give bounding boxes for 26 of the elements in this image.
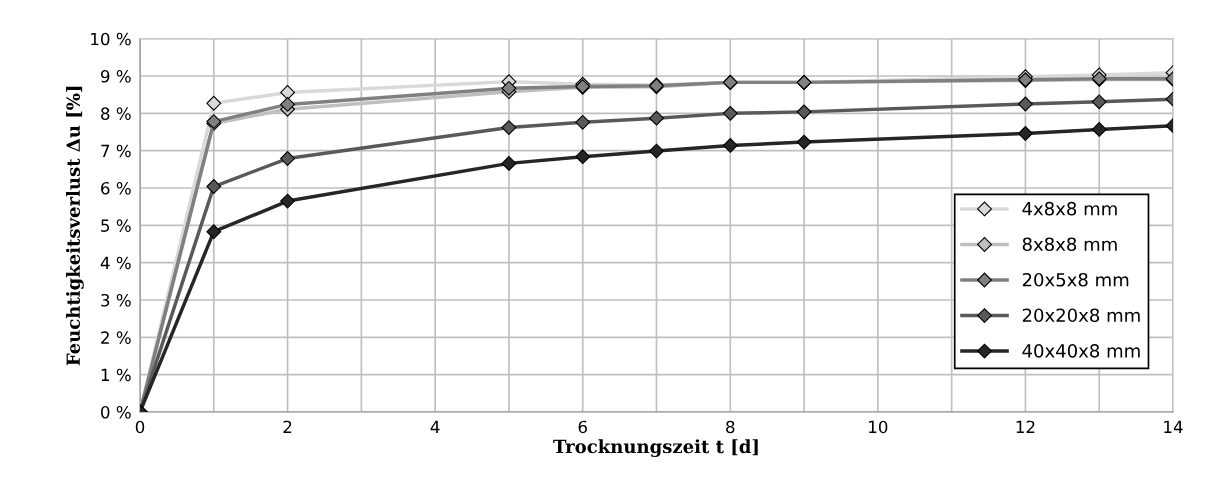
y-tick-label: 3 % [101, 293, 131, 307]
x-tick-label: 6 [578, 420, 587, 434]
y-tick-label: 8 % [101, 107, 131, 120]
y-tick-label: 2 % [101, 331, 131, 344]
legend-label: 40x40x8 mm [1022, 343, 1140, 358]
y-tick-label: 5 % [101, 219, 131, 232]
y-tick-label: 9 % [100, 69, 131, 83]
y-tick-label: 0 % [101, 405, 131, 419]
legend-label: 8x8x8 mm [1022, 237, 1117, 252]
y-tick-label: 4 % [100, 256, 131, 270]
x-tick-label: 2 [283, 420, 292, 433]
y-tick-label: 10 % [91, 32, 131, 46]
legend-label: 20x20x8 mm [1022, 308, 1140, 323]
y-axis-title: Feuchtigkeitsverlust Δu [%] [66, 86, 84, 366]
x-tick-label: 14 [1164, 420, 1183, 433]
legend-label: 4x8x8 mm [1022, 201, 1117, 216]
x-tick-label: 4 [430, 420, 440, 433]
y-tick-label: 1 % [101, 368, 131, 382]
x-tick-label: 12 [1016, 420, 1035, 433]
y-tick-label: 6 % [101, 181, 131, 195]
x-tick-label: 8 [726, 420, 735, 434]
x-tick-label: 0 [135, 420, 145, 434]
legend-label: 20x5x8 mm [1022, 272, 1129, 287]
x-tick-label: 10 [869, 420, 888, 434]
x-axis-title: Trocknungszeit t [d] [553, 439, 758, 457]
y-tick-label: 7 % [101, 144, 131, 158]
